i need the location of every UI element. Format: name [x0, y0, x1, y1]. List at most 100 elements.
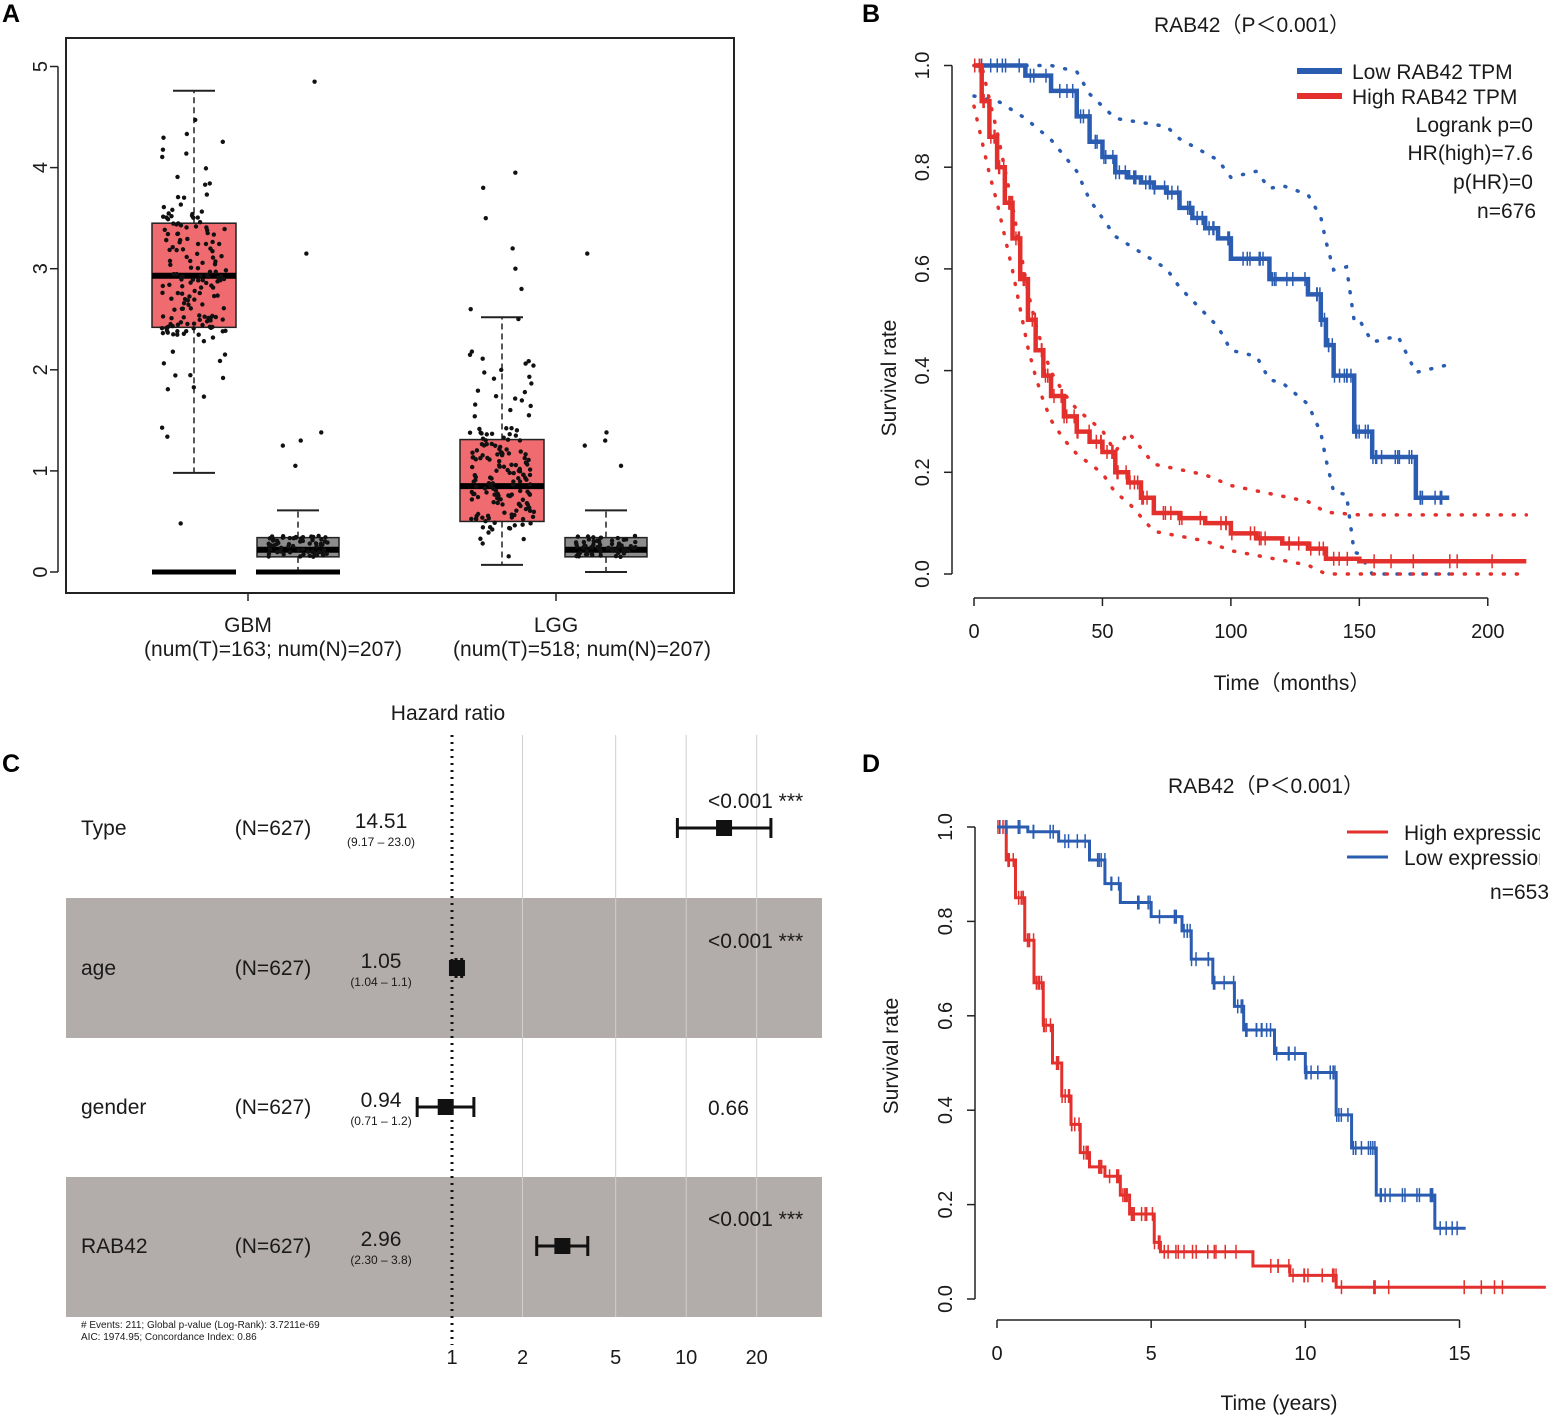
- panel-a-gbm-tumor-point: [167, 258, 173, 264]
- panel-a-gbm-tumor-point: [170, 207, 175, 213]
- panel-b-y-tick-label: 0.8: [912, 153, 934, 181]
- panel-a-gbm-tumor-point: [173, 373, 178, 378]
- panel-b-km: RAB42（P＜0.001） 0.0 0.2 0.4 0.6 0.8 1.0 0 50 100 1…: [878, 14, 1536, 695]
- panel-a-lgg-tumor-point: [480, 356, 485, 361]
- panel-a-gbm-normal-point: [319, 430, 324, 435]
- panel-a-lgg-tumor-point: [509, 462, 514, 468]
- panel-a-gbm-tumor-point: [169, 315, 174, 321]
- panel-c-row-rab42-point: [554, 1238, 571, 1254]
- panel-a-lgg-normal-point: [623, 537, 629, 542]
- panel-a-gbm-tumor-point: [164, 328, 170, 333]
- panel-c-row-age-n: (N=627): [235, 957, 311, 980]
- panel-a-lgg-tumor-point: [530, 514, 536, 519]
- panel-a-gbm-normal-point: [313, 541, 319, 546]
- panel-c-x-tick-label: 20: [746, 1347, 768, 1369]
- panel-a-lgg-tumor-point: [483, 519, 488, 524]
- panel-a-gbm-normal-point: [324, 551, 329, 557]
- panel-a-lgg-normal-point: [613, 553, 619, 559]
- panel-a-gbm-tumor-point: [188, 258, 193, 264]
- panel-a-lgg-normal-point: [580, 545, 586, 550]
- panel-a-gbm-tumor-point: [197, 313, 202, 318]
- panel-d-series-low-expression-line: [997, 825, 1466, 1230]
- panel-letter-d: D: [862, 750, 880, 778]
- panel-a-gbm-tumor-point: [208, 315, 213, 321]
- panel-d-x-tick-label: 0: [991, 1343, 1002, 1365]
- panel-b-x-tick-label: 100: [1214, 621, 1247, 643]
- panel-a-gbm-tumor-point: [177, 240, 182, 245]
- panel-a-gbm-tumor-point: [169, 213, 174, 219]
- panel-b-legend-high: High RAB42 TPM: [1352, 86, 1517, 109]
- panel-a-gbm-tumor-point: [186, 302, 191, 307]
- panel-a-gbm-tumor-point: [175, 174, 180, 180]
- panel-a-lgg-normal-point: [609, 541, 615, 547]
- panel-a-gbm-tumor-point: [180, 247, 186, 252]
- panel-c-row-rab42-hr: 2.96: [361, 1228, 402, 1251]
- panel-a-gbm-tumor-point: [198, 273, 203, 278]
- panel-a-gbm-normal-point: [287, 550, 293, 555]
- panel-b-y-tick-label: 0.6: [912, 255, 934, 283]
- panel-b-x-tick-label: 50: [1091, 621, 1113, 643]
- panel-b-series: [972, 58, 1529, 576]
- panel-a-gbm-normal-point: [281, 552, 286, 557]
- panel-d-legend-clip: [1540, 812, 1560, 882]
- panel-a-lgg-tumor-point: [494, 496, 500, 501]
- panel-a-lgg-normal-point: [604, 430, 609, 435]
- panel-a-gbm-tumor-point: [180, 284, 185, 289]
- panel-c-row-type-ci: (9.17 – 23.0): [347, 835, 415, 849]
- panel-a-gbm-tumor-point: [197, 290, 202, 296]
- panel-a-lgg-tumor-point: [522, 389, 528, 395]
- panel-a-gbm-tumor-point: [184, 151, 189, 156]
- panel-c-footnote-1: # Events: 211; Global p-value (Log-Rank)…: [81, 1320, 320, 1331]
- panel-a-lgg-tumor-point: [531, 363, 536, 368]
- panel-a-gbm-tumor-point: [211, 232, 217, 237]
- panel-a-lgg-tumor-point: [507, 470, 512, 476]
- panel-a-lgg-tumor-point: [467, 352, 473, 357]
- panel-a-lgg-normal-point: [632, 533, 638, 539]
- panel-a-gbm-tumor-point: [184, 328, 189, 334]
- panel-b-series-high-rab42-tpm-line: [974, 63, 1527, 564]
- panel-a-gbm-tumor-point: [221, 306, 227, 311]
- panel-a-gbm-normal-point: [307, 553, 312, 559]
- panel-a-gbm-normal-point: [320, 542, 325, 547]
- panel-a-lgg-normal-point: [628, 544, 634, 549]
- panel-c-row-age-variable: age: [81, 957, 116, 980]
- panel-a-gbm-tumor-point: [160, 214, 166, 219]
- panel-a-gbm-tumor-point: [201, 394, 207, 399]
- panel-a-lgg-tumor-point: [485, 513, 491, 519]
- panel-a-gbm-tumor-point: [204, 192, 210, 197]
- panel-a-lgg-tumor-point: [500, 502, 505, 507]
- panel-a-lgg-tumor-point: [491, 376, 497, 381]
- panel-a-gbm-tumor-point: [197, 317, 202, 323]
- panel-d-x-tick-label: 15: [1448, 1343, 1470, 1365]
- panel-b-y-tick-label: 1.0: [912, 52, 934, 80]
- panel-a-lgg-tumor-point: [520, 472, 526, 477]
- panel-a-gbm-tumor-point: [168, 262, 173, 267]
- panel-a-lgg-normal-point: [584, 548, 590, 553]
- panel-a-lgg-normal-point: [591, 539, 597, 544]
- panel-a-lgg-tumor-point: [508, 407, 513, 413]
- panel-a-lgg-tumor-point: [520, 516, 526, 522]
- panel-a-gbm-tumor-point: [195, 241, 201, 247]
- panel-a-gbm-tumor-point: [213, 259, 218, 264]
- panel-a-gbm-tumor-point: [181, 301, 187, 306]
- panel-a-gbm-tumor-point: [203, 166, 209, 171]
- panel-a-lgg-normal-point: [616, 541, 622, 546]
- panel-d-y-tick-label: 0.4: [935, 1096, 957, 1124]
- panel-a-lgg-normal-point: [618, 463, 624, 469]
- panel-a-group-label-gbm: GBM: [224, 614, 272, 637]
- panel-a-gbm-tumor-point: [164, 237, 169, 243]
- panel-a-gbm-tumor-point: [179, 306, 185, 311]
- panel-a-lgg-tumor-point: [518, 449, 523, 454]
- panel-a-gbm-tumor-point: [193, 224, 199, 229]
- panel-a-gbm-tumor-point: [175, 231, 181, 236]
- panel-a-lgg-tumor-point: [527, 374, 532, 379]
- panel-a-lgg-normal-point: [615, 548, 620, 554]
- panel-a-lgg-tumor-point: [504, 426, 509, 431]
- panel-d-title: RAB42（P＜0.001）: [1168, 775, 1364, 798]
- panel-d-series-high-expression-line: [997, 825, 1546, 1289]
- panel-c-row-gender-variable: gender: [81, 1096, 146, 1119]
- panel-a-lgg-tumor-point: [520, 497, 526, 502]
- panel-a-lgg-tumor-point: [516, 501, 522, 507]
- panel-a-lgg-tumor-point: [493, 443, 498, 448]
- panel-a-lgg-tumor-point: [487, 475, 493, 480]
